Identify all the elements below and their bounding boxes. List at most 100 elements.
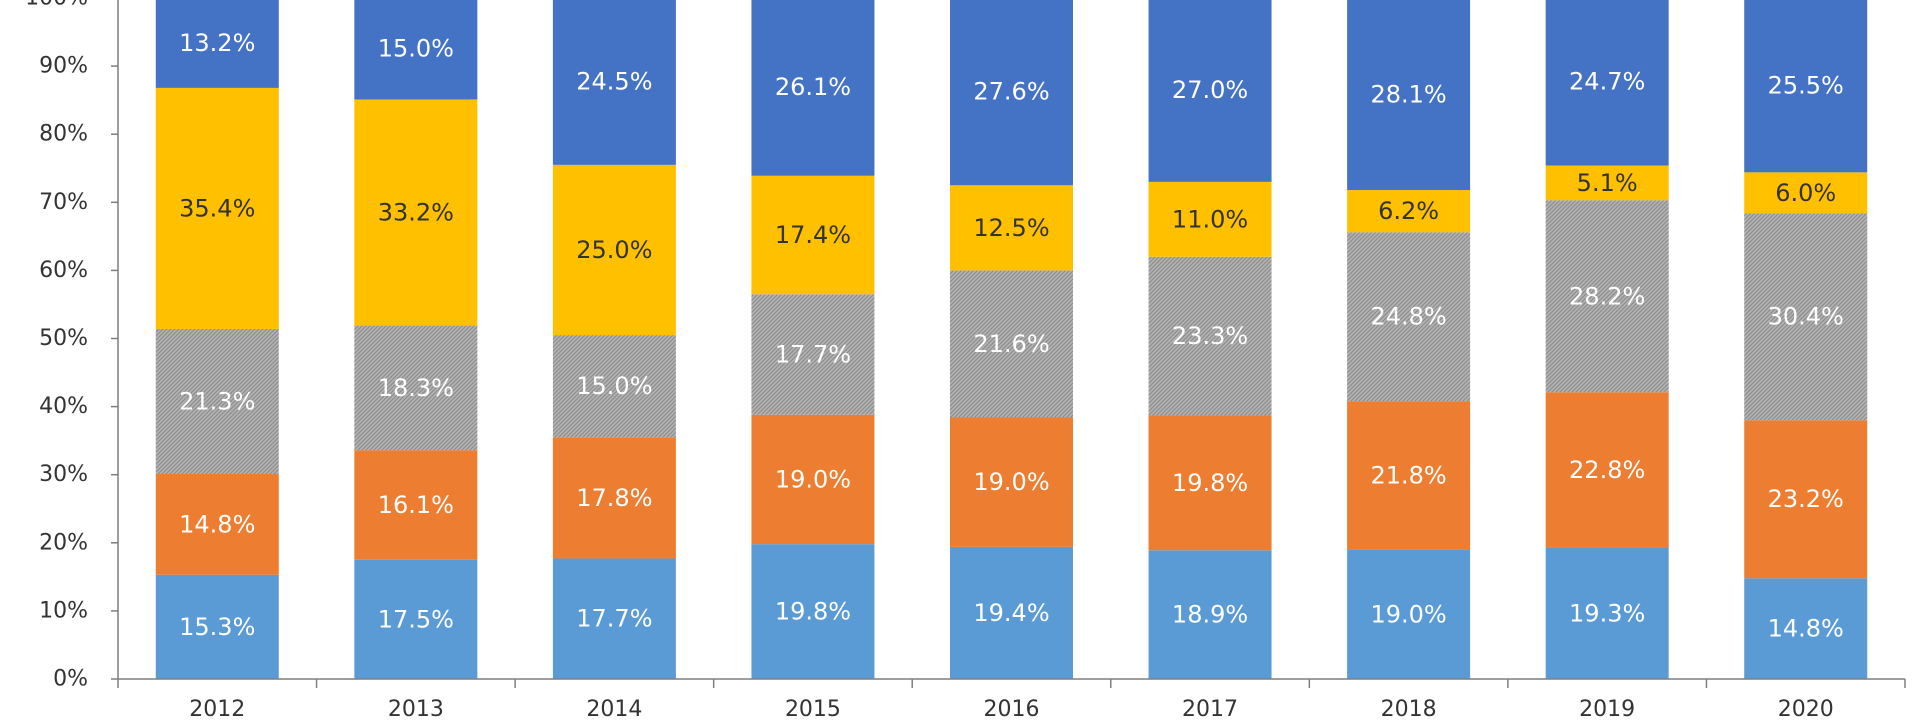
data-label: 24.7%	[1569, 67, 1645, 95]
data-label: 25.0%	[576, 236, 652, 264]
bar-segment-2014-s4	[552, 164, 676, 336]
y-tick-label: 20%	[39, 530, 88, 555]
bar-segment-2019-s3	[1545, 200, 1669, 393]
data-label: 14.8%	[179, 510, 255, 538]
data-label: 18.3%	[378, 374, 454, 402]
bar-segment-2014-s5	[552, 0, 676, 165]
data-labels-layer: 15.3% 14.8% 21.3% 35.4% 13.2% 17.5% 16.1% 18.3%…	[179, 29, 1844, 643]
y-tick-label: 0%	[53, 667, 88, 692]
data-label: 11.0%	[1172, 205, 1248, 233]
data-label: 23.3%	[1172, 322, 1248, 350]
data-label: 17.4%	[775, 221, 851, 249]
y-tick-label: 60%	[39, 258, 88, 283]
y-tick-label: 30%	[39, 462, 88, 487]
bar-segment-2016-s4	[950, 185, 1073, 271]
data-label: 17.7%	[775, 341, 851, 369]
bar-segment-2016-s3	[950, 270, 1073, 418]
data-label: 24.8%	[1370, 303, 1446, 331]
bar-segment-2013-s3	[354, 325, 478, 451]
data-label: 6.0%	[1775, 179, 1836, 207]
data-label: 17.7%	[576, 605, 652, 633]
bar-segment-2015-s1	[751, 544, 875, 679]
data-label: 17.5%	[378, 605, 454, 633]
bar-segment-2015-s5	[751, 0, 875, 176]
data-label: 13.2%	[179, 29, 255, 57]
x-tick-label: 2012	[189, 697, 245, 720]
data-label: 17.8%	[576, 484, 652, 512]
bar-segment-2012-s1	[155, 574, 279, 679]
data-label: 27.0%	[1172, 76, 1248, 104]
data-label: 25.5%	[1768, 72, 1844, 100]
bar-segment-2018-s4	[1347, 190, 1471, 233]
x-tick-label: 2018	[1381, 697, 1437, 720]
data-label: 5.1%	[1577, 169, 1638, 197]
data-label: 21.8%	[1370, 461, 1446, 489]
bar-segment-2013-s5	[354, 0, 478, 100]
bar-segment-2019-s2	[1545, 392, 1669, 548]
bar-segment-2018-s5	[1347, 0, 1471, 191]
data-label: 33.2%	[378, 199, 454, 227]
bar-segment-2013-s1	[354, 559, 478, 679]
data-label: 19.0%	[973, 468, 1049, 496]
data-label: 24.5%	[576, 67, 652, 95]
bar-segment-2013-s4	[354, 99, 478, 326]
data-label: 21.6%	[973, 330, 1049, 358]
bar-segment-2018-s2	[1347, 401, 1471, 550]
data-label: 27.6%	[973, 77, 1049, 105]
bar-segment-2019-s4	[1545, 165, 1669, 201]
bar-segment-2015-s2	[751, 414, 875, 545]
bar-segment-2020-s2	[1744, 420, 1868, 579]
data-label: 19.3%	[1569, 599, 1645, 627]
data-label: 22.8%	[1569, 456, 1645, 484]
bar-segment-2017-s2	[1148, 415, 1272, 551]
data-label: 12.5%	[973, 214, 1049, 242]
data-label: 26.1%	[775, 73, 851, 101]
bar-segment-2013-s2	[354, 450, 478, 560]
y-tick-label: 100%	[25, 0, 88, 11]
bar-segment-2015-s3	[751, 294, 875, 415]
bar-segment-2012-s3	[155, 328, 279, 475]
bar-segment-2014-s2	[552, 437, 676, 559]
data-label: 18.9%	[1172, 601, 1248, 629]
bar-segment-2020-s3	[1744, 213, 1868, 421]
bar-segment-2020-s5	[1744, 0, 1868, 173]
bar-segment-2014-s1	[552, 558, 676, 679]
bar-segment-2012-s2	[155, 474, 279, 575]
bar-segment-2012-s5	[155, 0, 279, 88]
data-label: 30.4%	[1768, 303, 1844, 331]
bar-segment-2018-s3	[1347, 232, 1471, 402]
bar-segment-2019-s5	[1545, 0, 1669, 166]
data-label: 19.0%	[775, 465, 851, 493]
y-tick-label: 10%	[39, 598, 88, 623]
bar-segment-2017-s5	[1148, 0, 1272, 182]
data-label: 21.3%	[179, 387, 255, 415]
x-tick-label: 2019	[1579, 697, 1635, 720]
bars-layer	[155, 0, 1868, 679]
data-label: 15.0%	[378, 34, 454, 62]
x-tick-label: 2013	[388, 697, 444, 720]
data-label: 23.2%	[1768, 485, 1844, 513]
data-label: 19.8%	[775, 598, 851, 626]
bar-segment-2020-s4	[1744, 172, 1868, 214]
y-tick-label: 90%	[39, 54, 88, 79]
bar-segment-2012-s4	[155, 87, 279, 329]
data-label: 35.4%	[179, 194, 255, 222]
bar-segment-2015-s4	[751, 175, 875, 295]
data-label: 16.1%	[378, 491, 454, 519]
x-tick-label: 2020	[1778, 697, 1834, 720]
y-tick-label: 70%	[39, 190, 88, 215]
data-label: 15.3%	[179, 613, 255, 641]
data-label: 28.2%	[1569, 282, 1645, 310]
bar-segment-2019-s1	[1545, 547, 1669, 679]
bar-segment-2017-s4	[1148, 181, 1272, 257]
x-tick-label: 2015	[785, 697, 841, 720]
data-label: 15.0%	[576, 372, 652, 400]
y-tick-label: 80%	[39, 122, 88, 147]
data-label: 19.8%	[1172, 469, 1248, 497]
x-tick-label: 2014	[586, 697, 642, 720]
x-tick-label: 2016	[984, 697, 1040, 720]
data-label: 6.2%	[1378, 197, 1439, 225]
bar-segment-2017-s3	[1148, 256, 1272, 416]
axes-layer: 0% 10% 20% 30% 40% 50% 60% 70% 80% 90% 100% 2012 201…	[25, 0, 1906, 720]
